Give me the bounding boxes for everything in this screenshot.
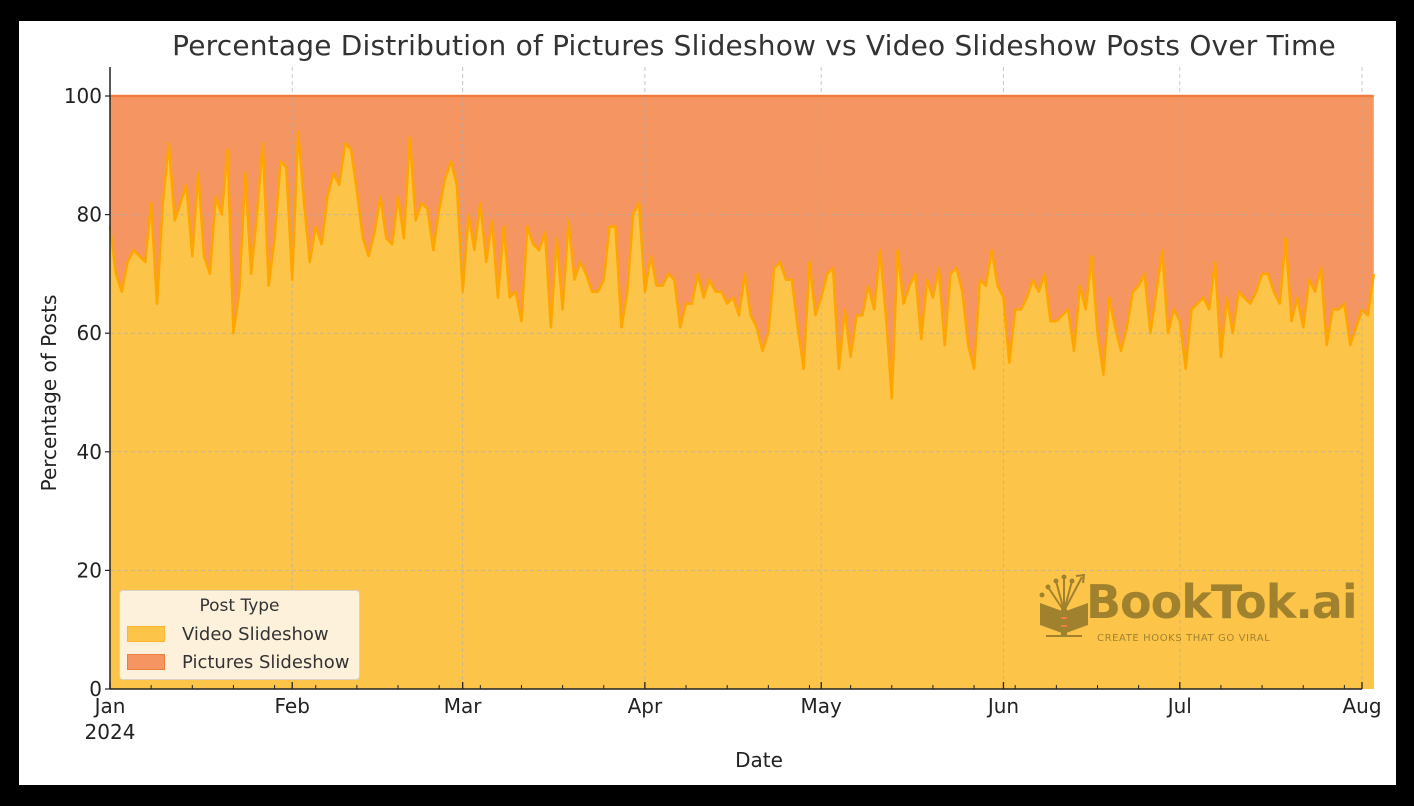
svg-text:Jan: Jan bbox=[93, 694, 126, 718]
svg-text:100: 100 bbox=[64, 84, 102, 108]
svg-text:Jun: Jun bbox=[986, 694, 1019, 718]
svg-text:20: 20 bbox=[77, 558, 102, 582]
open-book-icon bbox=[1039, 573, 1088, 637]
legend-label-video: Video Slideshow bbox=[182, 623, 329, 645]
legend-title: Post Type bbox=[199, 596, 280, 616]
svg-text:40: 40 bbox=[77, 440, 102, 464]
booktok-watermark: BookTok.ai CREATE HOOKS THAT GO VIRAL bbox=[1034, 571, 1358, 651]
legend-label-pictures: Pictures Slideshow bbox=[182, 651, 350, 673]
svg-text:60: 60 bbox=[77, 321, 102, 345]
legend-swatch-video bbox=[127, 626, 165, 642]
svg-text:2024: 2024 bbox=[85, 720, 136, 744]
y-axis-label: Percentage of Posts bbox=[37, 294, 61, 492]
svg-text:Jul: Jul bbox=[1166, 694, 1192, 718]
svg-text:Feb: Feb bbox=[275, 694, 310, 718]
chart-title: Percentage Distribution of Pictures Slid… bbox=[172, 29, 1336, 62]
brand-tagline: CREATE HOOKS THAT GO VIRAL bbox=[1097, 633, 1271, 644]
svg-text:May: May bbox=[801, 694, 843, 718]
svg-text:Apr: Apr bbox=[628, 694, 663, 718]
svg-text:Mar: Mar bbox=[444, 694, 483, 718]
x-axis-label: Date bbox=[735, 748, 783, 772]
chart-panel: Percentage Distribution of Pictures Slid… bbox=[19, 21, 1396, 785]
legend-item-pictures: Pictures Slideshow bbox=[127, 651, 349, 673]
legend: Post Type Video Slideshow Pictures Slide… bbox=[119, 590, 360, 680]
brand-name: BookTok.ai bbox=[1086, 575, 1358, 629]
legend-swatch-pictures bbox=[127, 654, 165, 670]
svg-text:0: 0 bbox=[89, 677, 102, 701]
legend-item-video: Video Slideshow bbox=[127, 623, 329, 645]
svg-text:80: 80 bbox=[77, 203, 102, 227]
svg-text:Aug: Aug bbox=[1342, 694, 1381, 718]
